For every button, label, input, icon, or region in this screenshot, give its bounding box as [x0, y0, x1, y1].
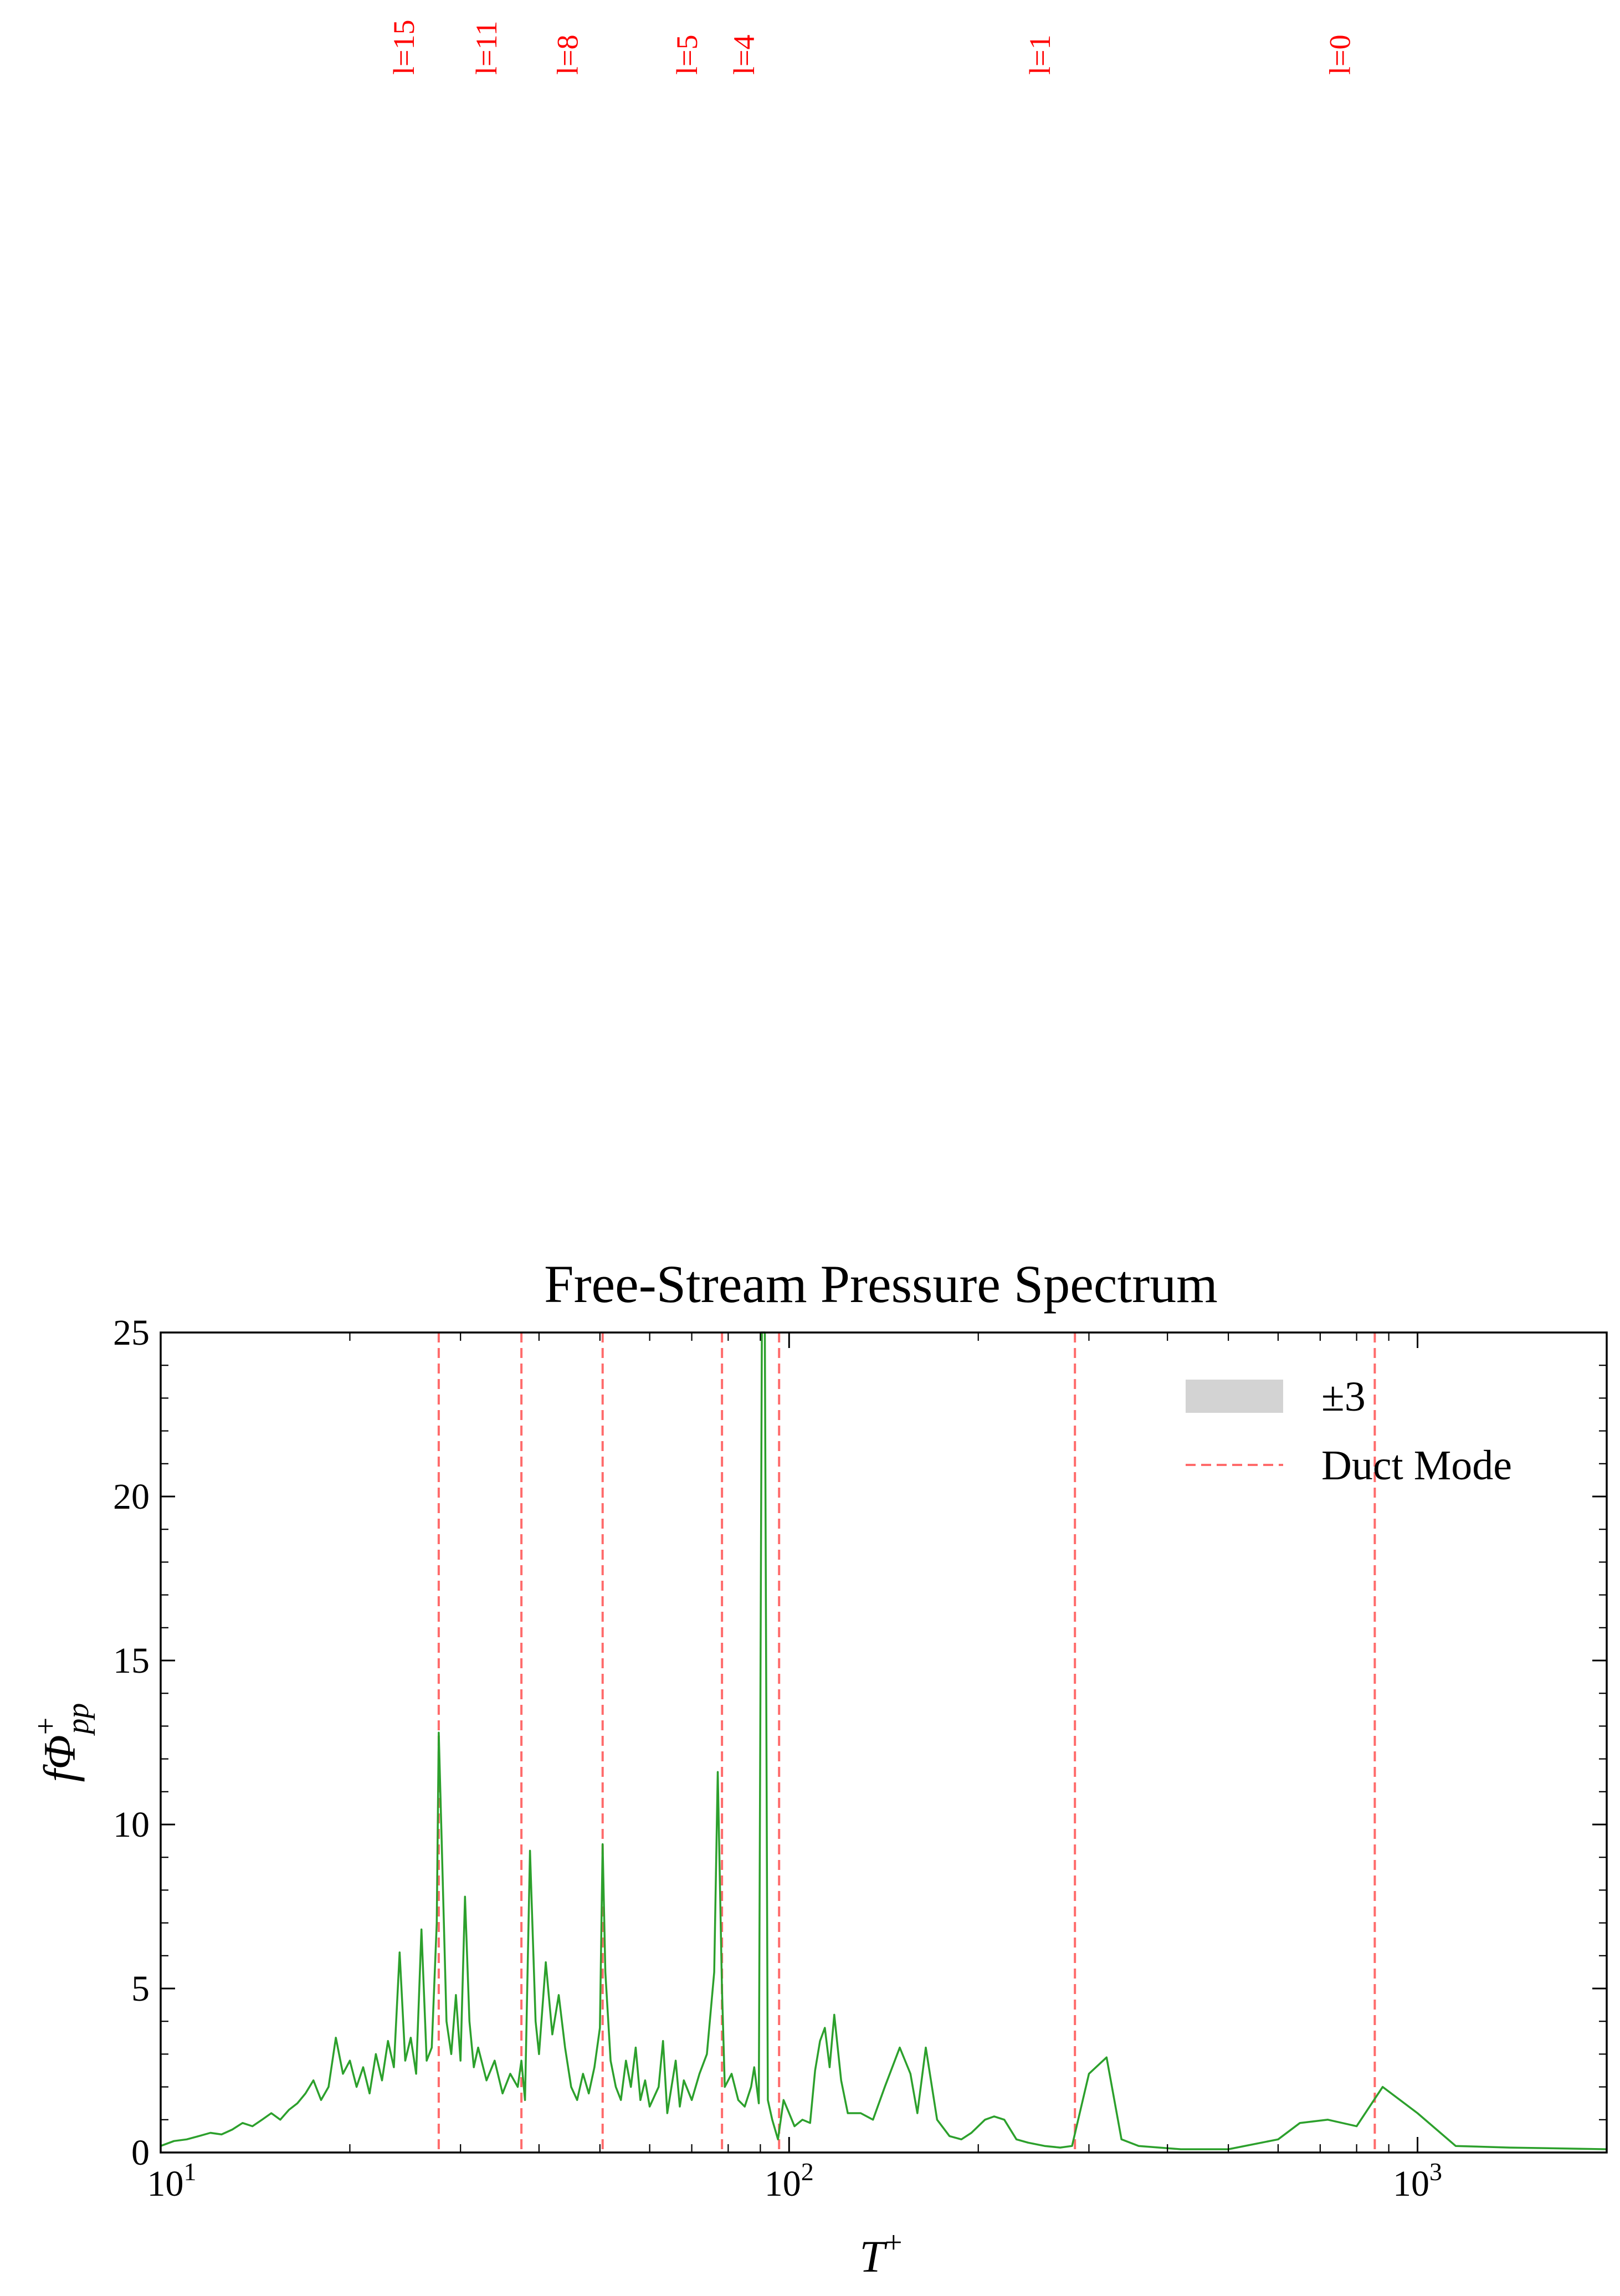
y-tick-label: 5: [131, 1969, 150, 2009]
plot-frame: [160, 1331, 1608, 2154]
duct-mode-label: l=11: [470, 21, 503, 75]
duct-mode-label: l=8: [551, 35, 585, 75]
legend: ±3 Duct Mode: [1186, 1374, 1512, 1489]
x-tick-exp: 2: [801, 2157, 814, 2186]
y-tick-label: 25: [113, 1313, 150, 1353]
y-axis-label: fΦ+pp: [29, 1703, 95, 1782]
series-line: [160, 1331, 1607, 2150]
duct-mode-label: l=0: [1323, 35, 1356, 75]
y-axis-label-main: fΦ: [34, 1735, 85, 1782]
legend-label: Duct Mode: [1321, 1442, 1512, 1489]
chart-title: Free-Stream Pressure Spectrum: [544, 1254, 1218, 1314]
duct-mode-label: l=1: [1023, 35, 1057, 75]
x-tick-label: 102: [765, 2157, 814, 2204]
x-tick-label: 103: [1393, 2157, 1442, 2204]
x-axis-label-sup: +: [885, 2226, 903, 2260]
legend-band-swatch: [1186, 1380, 1283, 1413]
y-tick-label: 0: [131, 2133, 150, 2173]
y-tick-label: 20: [113, 1477, 150, 1517]
duct-mode-label: l=5: [670, 35, 704, 75]
y-tick-label: 10: [113, 1805, 150, 1845]
duct-mode-label: l=15: [387, 20, 421, 75]
y-axis-ticks: 0 5 10 15 20 25: [113, 1313, 1607, 2173]
x-axis-ticks: 101 102 103: [147, 1332, 1442, 2204]
duct-mode-labels: l=15 l=11 l=8 l=5 l=4 l=1 l=0: [387, 20, 1356, 75]
x-tick-exp: 3: [1429, 2157, 1442, 2186]
x-tick-label: 101: [147, 2157, 197, 2204]
y-tick-label: 15: [113, 1641, 150, 1681]
y-axis-label-sup: +: [29, 1718, 63, 1735]
y-axis-label-sub: pp: [61, 1703, 95, 1736]
legend-label: ±3: [1321, 1374, 1366, 1420]
x-axis-label-main: T: [859, 2231, 888, 2282]
duct-mode-lines: [437, 1332, 1376, 2152]
x-tick-exp: 1: [184, 2157, 197, 2186]
x-axis-label: T+: [859, 2226, 902, 2282]
plot-area: [160, 1331, 1608, 2154]
x-tick-base: 10: [1393, 2164, 1429, 2204]
x-tick-base: 10: [147, 2164, 184, 2204]
x-tick-base: 10: [765, 2164, 801, 2204]
duct-mode-label: l=4: [727, 35, 761, 75]
